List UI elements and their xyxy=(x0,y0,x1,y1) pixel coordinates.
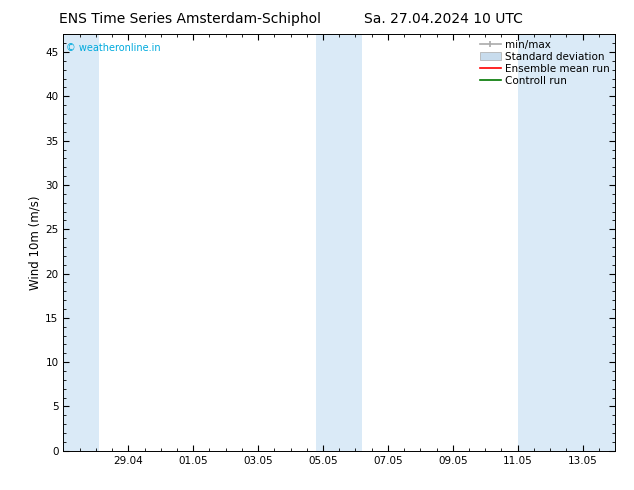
Text: Sa. 27.04.2024 10 UTC: Sa. 27.04.2024 10 UTC xyxy=(365,12,523,26)
Text: ENS Time Series Amsterdam-Schiphol: ENS Time Series Amsterdam-Schiphol xyxy=(59,12,321,26)
Y-axis label: Wind 10m (m/s): Wind 10m (m/s) xyxy=(28,196,41,290)
Bar xyxy=(316,34,362,451)
Text: © weatheronline.in: © weatheronline.in xyxy=(66,43,161,52)
Bar xyxy=(63,34,99,451)
Legend: min/max, Standard deviation, Ensemble mean run, Controll run: min/max, Standard deviation, Ensemble me… xyxy=(480,40,610,86)
Bar xyxy=(517,34,615,451)
